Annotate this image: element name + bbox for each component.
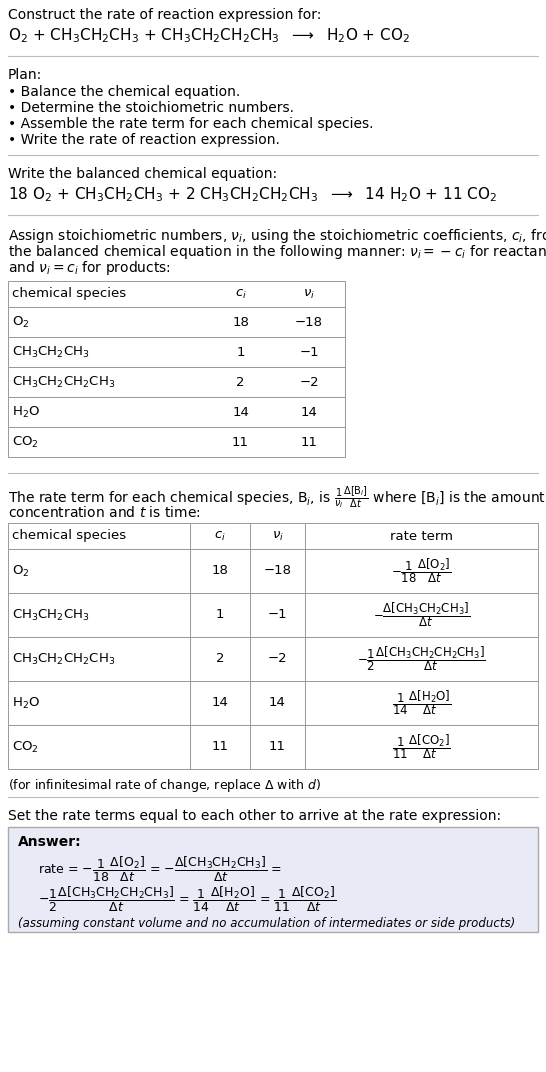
Text: CO$_2$: CO$_2$ [12,434,39,449]
Text: $-\dfrac{1}{18}\dfrac{\Delta[\mathrm{O}_2]}{\Delta t}$: $-\dfrac{1}{18}\dfrac{\Delta[\mathrm{O}_… [391,556,452,585]
Text: $c_i$: $c_i$ [214,530,226,542]
Bar [8,397,345,427]
Text: H$_2$O: H$_2$O [12,696,40,711]
Text: CH$_3$CH$_2$CH$_2$CH$_3$: CH$_3$CH$_2$CH$_2$CH$_3$ [12,652,115,667]
Text: 18 O$_2$ + CH$_3$CH$_2$CH$_3$ + 2 CH$_3$CH$_2$CH$_2$CH$_3$  $\longrightarrow$  1: 18 O$_2$ + CH$_3$CH$_2$CH$_3$ + 2 CH$_3$… [8,185,497,204]
Text: H$_2$O: H$_2$O [12,404,40,419]
Text: • Balance the chemical equation.: • Balance the chemical equation. [8,85,240,99]
Text: $-\dfrac{\Delta[\mathrm{CH_3CH_2CH_3}]}{\Delta t}$: $-\dfrac{\Delta[\mathrm{CH_3CH_2CH_3}]}{… [373,600,470,629]
Text: 2: 2 [236,375,245,388]
Text: Plan:: Plan: [8,68,42,81]
Text: rate term: rate term [390,530,453,542]
Text: The rate term for each chemical species, B$_i$, is $\frac{1}{\nu_i}\frac{\Delta[: The rate term for each chemical species,… [8,485,546,511]
Bar [8,725,538,769]
Text: 1: 1 [216,609,224,622]
Text: −18: −18 [264,565,292,578]
Text: CH$_3$CH$_2$CH$_3$: CH$_3$CH$_2$CH$_3$ [12,608,90,623]
Text: O$_2$: O$_2$ [12,564,29,579]
Text: (for infinitesimal rate of change, replace $\Delta$ with $d$): (for infinitesimal rate of change, repla… [8,777,321,794]
Text: concentration and $t$ is time:: concentration and $t$ is time: [8,505,201,520]
Text: 2: 2 [216,653,224,666]
Bar [8,367,345,397]
Text: chemical species: chemical species [12,287,126,300]
Text: 18: 18 [211,565,228,578]
Text: CH$_3$CH$_2$CH$_2$CH$_3$: CH$_3$CH$_2$CH$_2$CH$_3$ [12,374,115,389]
Bar [8,637,538,681]
Text: 14: 14 [269,697,286,710]
Bar [8,827,538,932]
Text: Assign stoichiometric numbers, $\nu_i$, using the stoichiometric coefficients, $: Assign stoichiometric numbers, $\nu_i$, … [8,227,546,245]
Bar [8,549,538,593]
Bar [8,523,538,549]
Text: CO$_2$: CO$_2$ [12,740,39,755]
Text: O$_2$: O$_2$ [12,314,29,329]
Text: 11: 11 [232,435,249,448]
Text: • Determine the stoichiometric numbers.: • Determine the stoichiometric numbers. [8,101,294,115]
Text: $-\dfrac{1}{2}\dfrac{\Delta[\mathrm{CH_3CH_2CH_2CH_3}]}{\Delta t}$ = $\dfrac{1}{: $-\dfrac{1}{2}\dfrac{\Delta[\mathrm{CH_3… [38,885,336,914]
Text: Write the balanced chemical equation:: Write the balanced chemical equation: [8,167,277,181]
Text: 1: 1 [236,345,245,358]
Bar [8,337,345,367]
Bar [8,593,538,637]
Text: 11: 11 [300,435,318,448]
Text: −18: −18 [295,315,323,328]
Text: and $\nu_i = c_i$ for products:: and $\nu_i = c_i$ for products: [8,259,171,277]
Text: 14: 14 [300,405,317,418]
Text: −2: −2 [268,653,287,666]
Text: 14: 14 [232,405,249,418]
Text: O$_2$ + CH$_3$CH$_2$CH$_3$ + CH$_3$CH$_2$CH$_2$CH$_3$  $\longrightarrow$  H$_2$O: O$_2$ + CH$_3$CH$_2$CH$_3$ + CH$_3$CH$_2… [8,26,410,45]
Text: 11: 11 [211,741,228,754]
Bar [8,681,538,725]
Text: the balanced chemical equation in the following manner: $\nu_i = -c_i$ for react: the balanced chemical equation in the fo… [8,243,546,260]
Text: CH$_3$CH$_2$CH$_3$: CH$_3$CH$_2$CH$_3$ [12,344,90,359]
Text: 14: 14 [211,697,228,710]
Text: Construct the rate of reaction expression for:: Construct the rate of reaction expressio… [8,8,322,23]
Text: $\nu_i$: $\nu_i$ [303,287,315,300]
Text: • Assemble the rate term for each chemical species.: • Assemble the rate term for each chemic… [8,117,373,131]
Text: $\dfrac{1}{11}\dfrac{\Delta[\mathrm{CO_2}]}{\Delta t}$: $\dfrac{1}{11}\dfrac{\Delta[\mathrm{CO_2… [392,732,451,761]
Text: $\dfrac{1}{14}\dfrac{\Delta[\mathrm{H_2O}]}{\Delta t}$: $\dfrac{1}{14}\dfrac{\Delta[\mathrm{H_2O… [392,688,451,717]
Text: Set the rate terms equal to each other to arrive at the rate expression:: Set the rate terms equal to each other t… [8,809,501,823]
Text: $c_i$: $c_i$ [235,287,246,300]
Bar [8,307,345,337]
Text: −2: −2 [299,375,319,388]
Text: (assuming constant volume and no accumulation of intermediates or side products): (assuming constant volume and no accumul… [18,917,515,930]
Text: rate = $-\dfrac{1}{18}\dfrac{\Delta[\mathrm{O}_2]}{\Delta t}$ = $-\dfrac{\Delta[: rate = $-\dfrac{1}{18}\dfrac{\Delta[\mat… [38,855,282,884]
Text: 11: 11 [269,741,286,754]
Text: chemical species: chemical species [12,530,126,542]
Text: −1: −1 [268,609,287,622]
Text: • Write the rate of reaction expression.: • Write the rate of reaction expression. [8,133,280,147]
Bar [8,281,345,307]
Text: −1: −1 [299,345,319,358]
Bar [8,427,345,457]
Text: 18: 18 [232,315,249,328]
Text: $-\dfrac{1}{2}\dfrac{\Delta[\mathrm{CH_3CH_2CH_2CH_3}]}{\Delta t}$: $-\dfrac{1}{2}\dfrac{\Delta[\mathrm{CH_3… [357,644,486,673]
Text: Answer:: Answer: [18,835,81,849]
Text: $\nu_i$: $\nu_i$ [271,530,283,542]
